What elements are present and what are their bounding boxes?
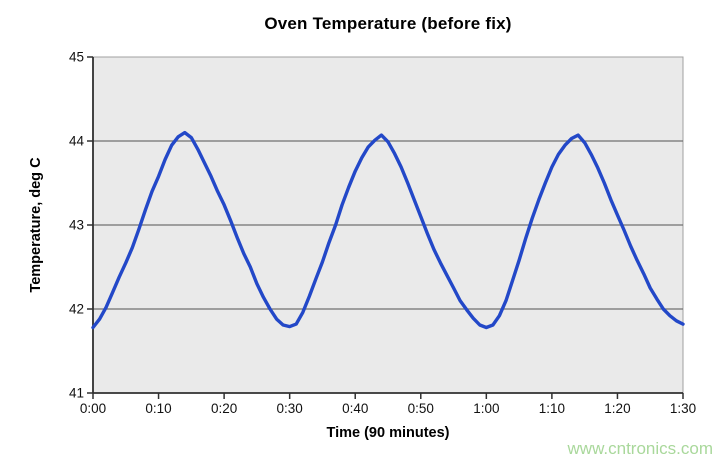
x-tick-label: 0:00 bbox=[80, 401, 106, 416]
y-tick-label: 42 bbox=[69, 302, 84, 317]
y-tick-label: 44 bbox=[69, 134, 85, 149]
x-tick-label: 0:20 bbox=[211, 401, 237, 416]
y-tick-label: 43 bbox=[69, 218, 84, 233]
watermark-text: www.cntronics.com bbox=[567, 439, 713, 458]
x-axis-title: Time (90 minutes) bbox=[326, 425, 450, 441]
x-tick-label: 1:10 bbox=[539, 401, 565, 416]
x-tick-label: 1:00 bbox=[473, 401, 499, 416]
chart-title: Oven Temperature (before fix) bbox=[264, 14, 512, 33]
x-tick-label: 0:30 bbox=[277, 401, 303, 416]
y-tick-label: 41 bbox=[69, 386, 84, 401]
x-tick-label: 0:50 bbox=[408, 401, 434, 416]
x-tick-label: 1:30 bbox=[670, 401, 696, 416]
x-tick-label: 0:10 bbox=[145, 401, 171, 416]
x-tick-label: 1:20 bbox=[604, 401, 630, 416]
temperature-line bbox=[91, 130, 685, 330]
y-tick-label: 45 bbox=[69, 50, 84, 65]
x-tick-label: 0:40 bbox=[342, 401, 368, 416]
